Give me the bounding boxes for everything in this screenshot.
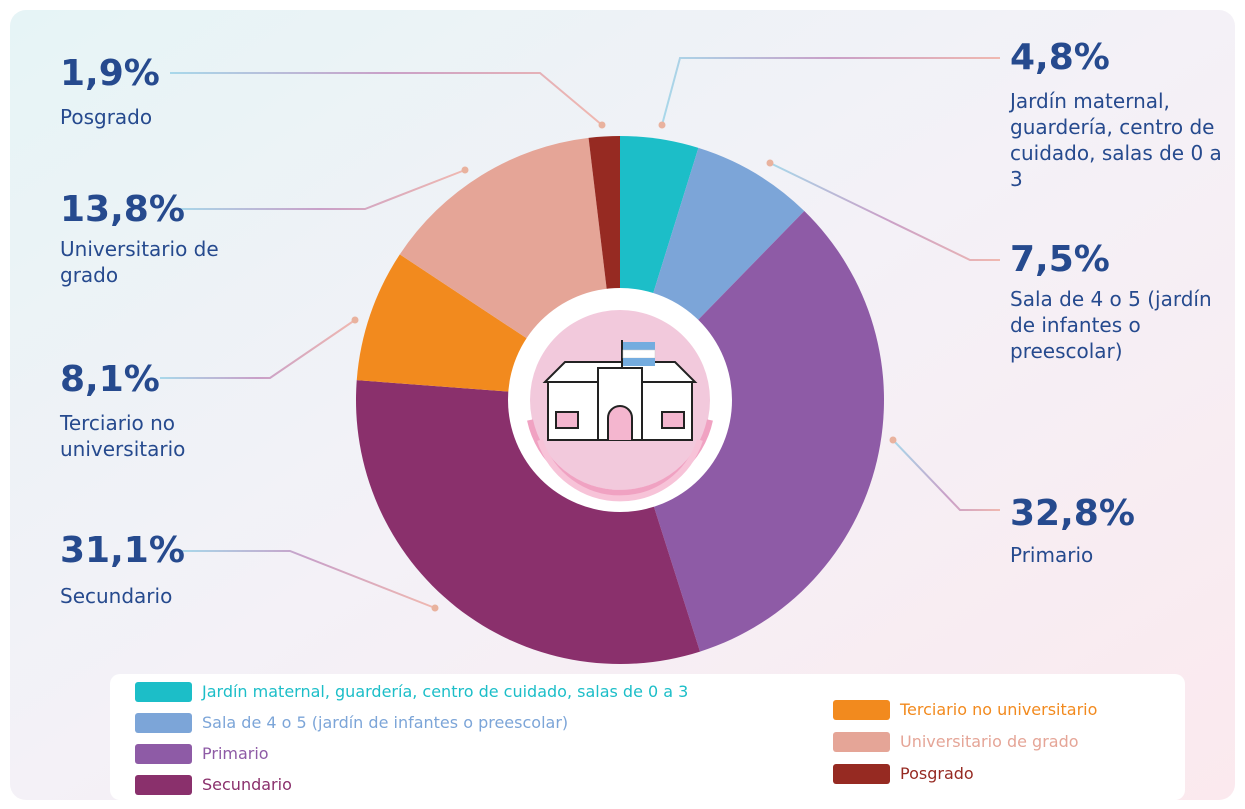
- leader-dot: [659, 122, 666, 129]
- window: [556, 412, 578, 428]
- center-icon: [508, 288, 732, 512]
- category-label: Universitario de grado: [60, 236, 240, 288]
- value-label: 7,5%: [1010, 242, 1110, 278]
- leader-dot: [432, 605, 439, 612]
- legend-label: Primario: [202, 744, 269, 764]
- leader-dot: [767, 160, 774, 167]
- legend-label: Sala de 4 o 5 (jardín de infantes o pree…: [202, 713, 568, 733]
- legend-swatch: [135, 682, 192, 702]
- legend-label: Secundario: [202, 775, 292, 795]
- value-label: 8,1%: [60, 362, 160, 398]
- leader-dot: [352, 317, 359, 324]
- value-label: 1,9%: [60, 56, 160, 92]
- legend-label: Terciario no universitario: [900, 700, 1097, 720]
- leader-dot: [462, 167, 469, 174]
- category-label: Primario: [1010, 542, 1210, 568]
- value-label: 32,8%: [1010, 496, 1135, 532]
- legend-swatch: [135, 713, 192, 733]
- page: 4,8% Jardín maternal, guardería, centro d…: [0, 0, 1245, 809]
- legend-label: Jardín maternal, guardería, centro de cu…: [202, 682, 688, 702]
- door: [608, 406, 632, 440]
- legend-swatch: [833, 764, 890, 784]
- value-label: 13,8%: [60, 192, 185, 228]
- value-label: 4,8%: [1010, 40, 1110, 76]
- category-label: Posgrado: [60, 104, 260, 130]
- legend-label: Universitario de grado: [900, 732, 1079, 752]
- flag: [623, 350, 655, 358]
- leader-dot: [890, 437, 897, 444]
- category-label: Secundario: [60, 583, 260, 609]
- flag: [623, 342, 655, 350]
- legend-swatch: [833, 700, 890, 720]
- legend-swatch: [135, 744, 192, 764]
- category-label: Jardín maternal, guardería, centro de cu…: [1010, 88, 1230, 192]
- leader-dot: [599, 122, 606, 129]
- category-label: Sala de 4 o 5 (jardín de infantes o pree…: [1010, 286, 1240, 364]
- legend-label: Posgrado: [900, 764, 974, 784]
- value-label: 31,1%: [60, 533, 185, 569]
- window: [662, 412, 684, 428]
- flag: [623, 358, 655, 366]
- legend-swatch: [135, 775, 192, 795]
- legend-swatch: [833, 732, 890, 752]
- category-label: Terciario no universitario: [60, 410, 240, 462]
